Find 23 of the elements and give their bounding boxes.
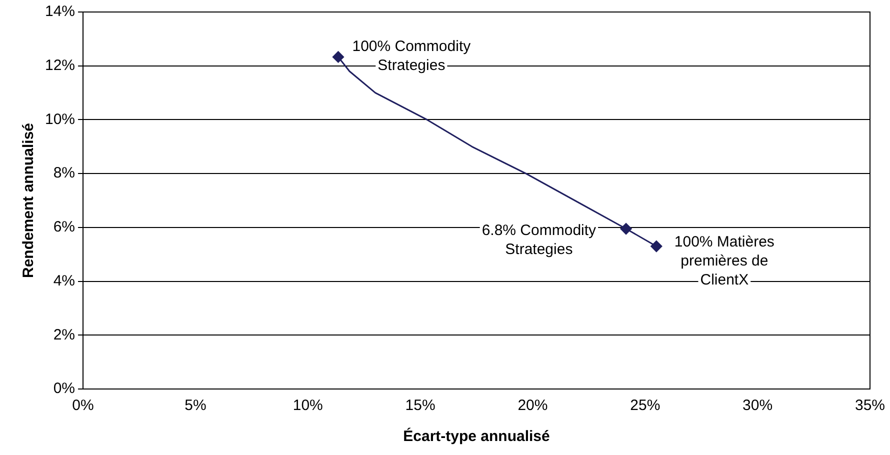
y-tick-label: 4%	[53, 272, 76, 290]
x-tick-label: 10%	[292, 397, 323, 414]
y-tick-label: 12%	[44, 57, 76, 74]
annotation: 100% Commodity Strategies	[352, 38, 472, 74]
y-tick-label: 10%	[44, 110, 76, 128]
y-tick-label: 8%	[53, 164, 76, 182]
x-tick-label: 30%	[742, 397, 773, 414]
x-tick-label: 20%	[518, 397, 548, 414]
y-tick-label: 0%	[53, 380, 76, 398]
x-axis-title: Écart-type annualisé	[403, 427, 550, 446]
x-tick-label: 0%	[72, 397, 94, 414]
point	[332, 51, 344, 63]
x-tick-label: 35%	[854, 397, 886, 414]
annotation: 6.8% Commodity Strategies	[482, 222, 597, 258]
y-axis-title: Rendement annualisé	[20, 122, 38, 278]
y-tick-label: 2%	[53, 326, 76, 344]
y-tick-label: 6%	[53, 218, 76, 236]
x-tick-label: 5%	[184, 397, 206, 414]
x-tick-label: 25%	[630, 397, 660, 414]
x-tick-label: 15%	[405, 397, 436, 414]
annotation: 100% Matières premières de ClientX	[674, 233, 774, 288]
point	[650, 240, 662, 252]
y-tick-label: 14%	[44, 3, 76, 20]
